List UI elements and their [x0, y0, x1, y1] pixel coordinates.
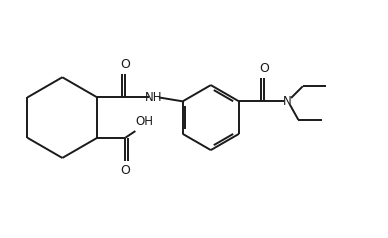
Text: O: O — [120, 58, 130, 71]
Text: O: O — [259, 62, 269, 75]
Text: O: O — [120, 164, 130, 177]
Text: NH: NH — [145, 91, 162, 104]
Text: OH: OH — [135, 115, 153, 128]
Text: N: N — [283, 95, 292, 108]
